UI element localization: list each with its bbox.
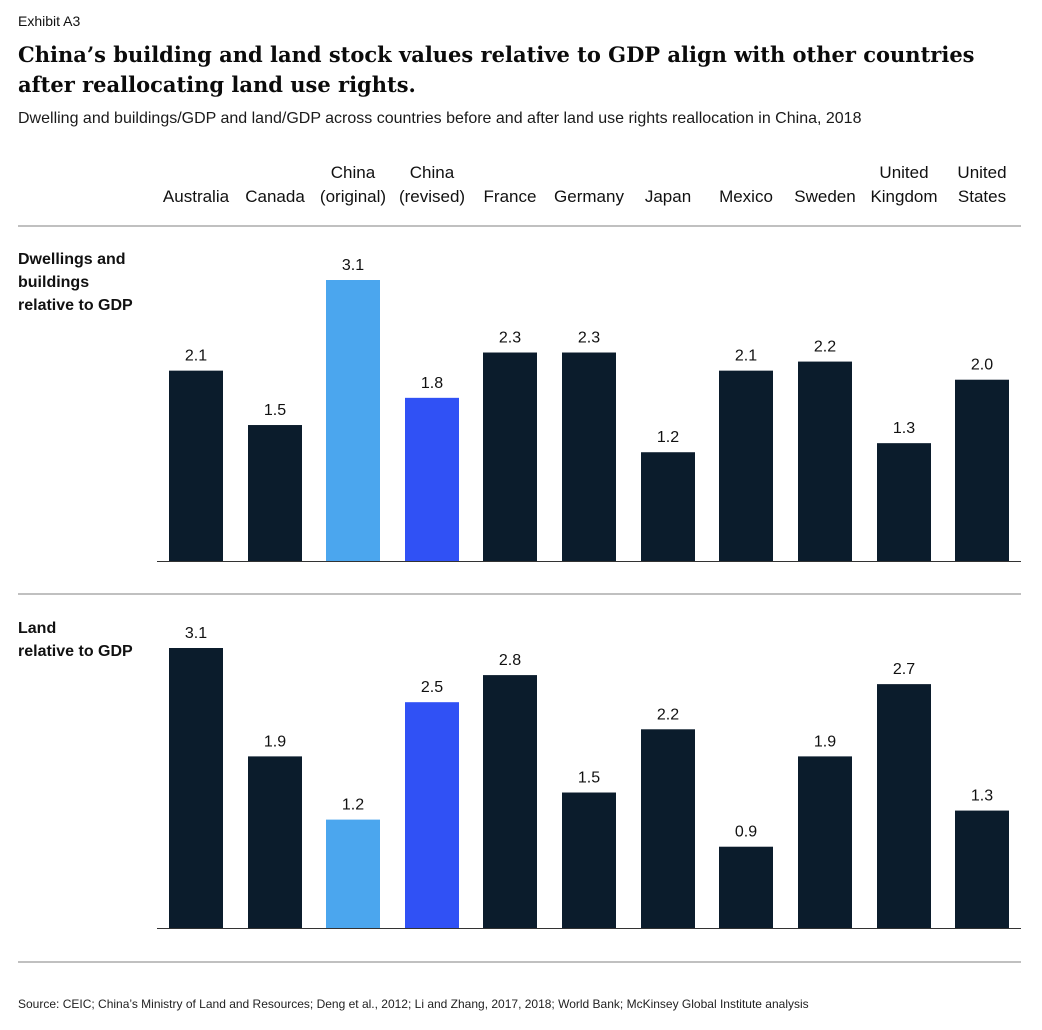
bar-0-4: [483, 352, 537, 561]
bar-1-1: [248, 756, 302, 928]
bar-0-9: [877, 443, 931, 561]
bar-1-7: [719, 846, 773, 928]
value-label-1-3: 2.5: [421, 679, 443, 696]
source-note: Source: CEIC; China’s Ministry of Land a…: [18, 997, 809, 1011]
bar-0-2: [326, 280, 380, 561]
category-label-0: Australia: [163, 187, 230, 206]
value-label-1-2: 1.2: [342, 797, 364, 814]
value-label-1-0: 3.1: [185, 625, 207, 642]
category-label-6: Japan: [645, 187, 691, 206]
value-label-0-10: 2.0: [971, 357, 993, 374]
category-label-3: China (revised): [399, 163, 465, 206]
bar-1-0: [169, 648, 223, 928]
value-label-0-9: 1.3: [893, 420, 915, 437]
chart-subtitle: Dwelling and buildings/GDP and land/GDP …: [18, 110, 862, 127]
value-label-1-10: 1.3: [971, 788, 993, 805]
bar-0-0: [169, 370, 223, 561]
value-label-1-9: 2.7: [893, 661, 915, 678]
value-label-0-5: 2.3: [578, 330, 600, 347]
bar-1-2: [326, 819, 380, 928]
bar-0-5: [562, 352, 616, 561]
value-label-0-8: 2.2: [814, 339, 836, 356]
category-label-1: Canada: [245, 187, 305, 206]
bar-1-9: [877, 684, 931, 928]
value-label-1-8: 1.9: [814, 733, 836, 750]
category-label-7: Mexico: [719, 187, 773, 206]
bar-0-8: [798, 361, 852, 561]
value-label-1-4: 2.8: [499, 652, 521, 669]
value-label-0-3: 1.8: [421, 375, 443, 392]
bar-1-10: [955, 810, 1009, 928]
value-label-0-6: 1.2: [657, 429, 679, 446]
value-label-1-6: 2.2: [657, 706, 679, 723]
value-label-0-1: 1.5: [264, 402, 286, 419]
value-label-1-7: 0.9: [735, 824, 757, 841]
bar-0-7: [719, 370, 773, 561]
category-label-4: France: [484, 187, 537, 206]
bar-1-3: [405, 702, 459, 928]
bar-1-6: [641, 729, 695, 928]
value-label-0-0: 2.1: [185, 348, 207, 365]
category-label-10: United States: [957, 163, 1006, 206]
bar-0-1: [248, 425, 302, 561]
value-label-0-4: 2.3: [499, 330, 521, 347]
exhibit-label: Exhibit A3: [18, 13, 81, 29]
bar-1-8: [798, 756, 852, 928]
bar-1-5: [562, 792, 616, 928]
category-label-5: Germany: [554, 187, 624, 206]
value-label-0-2: 3.1: [342, 257, 364, 274]
bar-0-3: [405, 397, 459, 561]
value-label-0-7: 2.1: [735, 348, 757, 365]
chart-title: China’s building and land stock values r…: [18, 42, 975, 97]
bar-0-10: [955, 379, 1009, 561]
category-label-2: China (original): [320, 163, 386, 206]
bar-1-4: [483, 675, 537, 928]
row-label-0: Dwellings and buildings relative to GDP: [18, 251, 133, 314]
category-label-8: Sweden: [794, 187, 855, 206]
bar-0-6: [641, 452, 695, 561]
value-label-1-5: 1.5: [578, 770, 600, 787]
value-label-1-1: 1.9: [264, 733, 286, 750]
category-label-9: United Kingdom: [870, 163, 937, 206]
bar-chart: Australia Canada China (original) China (revi…: [18, 163, 1021, 963]
row-label-1: Land relative to GDP: [18, 620, 133, 660]
